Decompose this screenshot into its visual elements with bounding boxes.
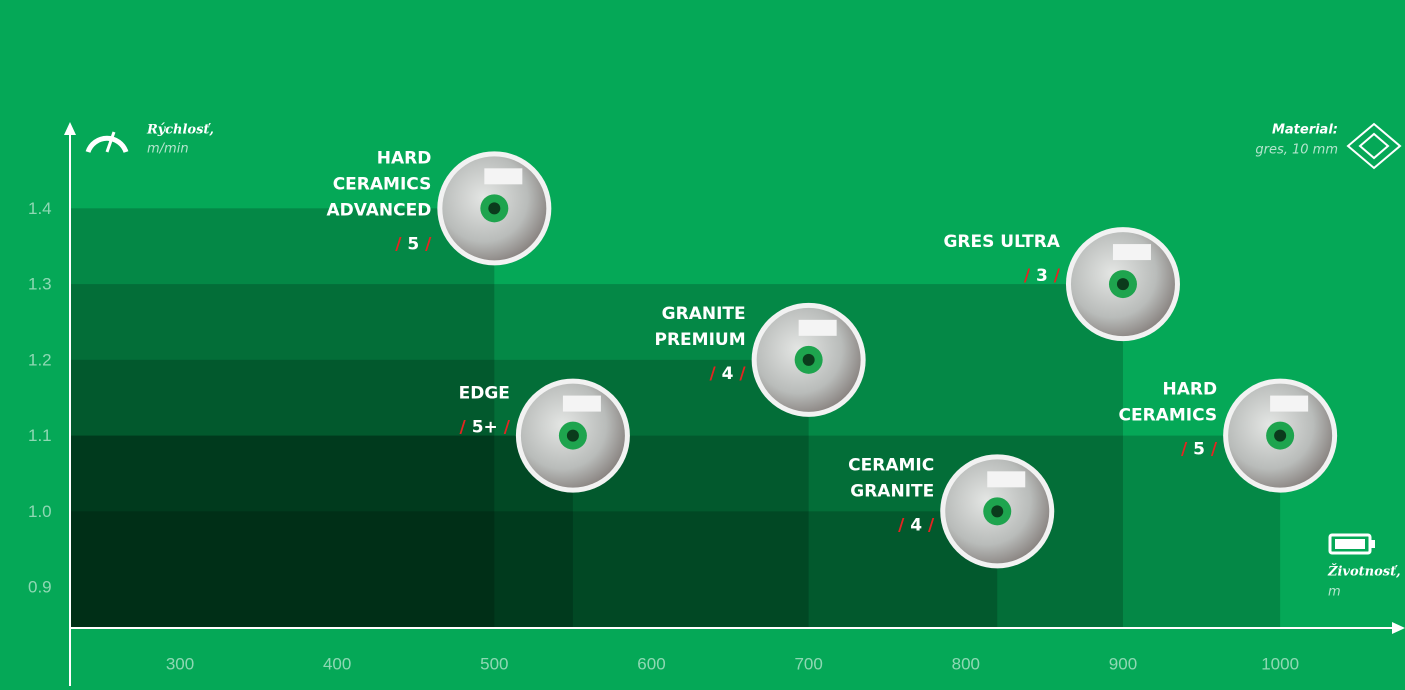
point-label: GRES ULTRA — [943, 232, 1060, 252]
x-label: Životnosť, — [1327, 564, 1401, 580]
rating-value: 3 — [1036, 266, 1048, 286]
point-label: GRANITE — [662, 304, 746, 324]
point-label: ADVANCED — [326, 200, 431, 220]
rating: / 5 / — [395, 234, 432, 254]
band — [70, 435, 573, 628]
disc — [1223, 378, 1338, 493]
y-arrow — [64, 122, 76, 135]
rating: / 5+ / — [460, 418, 511, 438]
x-tick-label: 800 — [952, 654, 980, 673]
point-label: EDGE — [459, 384, 510, 404]
x-tick-label: 1000 — [1261, 654, 1299, 673]
disc-hole — [1274, 429, 1287, 442]
disc-label — [484, 168, 523, 185]
y-label: Rýchlosť, — [146, 123, 214, 138]
disc — [515, 378, 630, 493]
disc-label — [1112, 244, 1151, 261]
disc-label — [798, 319, 837, 336]
material-icon — [1346, 122, 1402, 170]
separator: / — [898, 515, 905, 535]
rating-value: 4 — [910, 515, 922, 535]
separator: / — [504, 418, 511, 438]
separator: / — [1181, 440, 1188, 460]
x-tick-label: 500 — [480, 654, 508, 673]
rating-value: 5+ — [472, 418, 498, 438]
material-value: gres, 10 mm — [1255, 143, 1338, 158]
disc — [751, 302, 866, 417]
material-label: Material: — [1272, 123, 1338, 138]
marks — [437, 151, 1338, 569]
disc-label — [1270, 395, 1309, 412]
rating: / 4 / — [898, 515, 935, 535]
bands — [70, 208, 1281, 628]
battery-icon — [1328, 533, 1375, 555]
point-label: CERAMICS — [333, 174, 432, 194]
band — [70, 435, 1281, 628]
band — [70, 359, 809, 628]
y-tick-label: 1.3 — [28, 275, 52, 294]
disc — [1065, 227, 1180, 342]
separator: / — [1054, 266, 1061, 286]
separator: / — [928, 515, 935, 535]
separator: / — [1211, 440, 1218, 460]
separator: / — [460, 418, 467, 438]
rating: / 4 / — [710, 364, 747, 384]
disc-hole — [488, 202, 501, 215]
x-unit: m — [1328, 585, 1341, 600]
point-label: CERAMIC — [848, 455, 934, 475]
point-label: HARD — [377, 148, 432, 168]
disc-hole — [566, 429, 579, 442]
separator: / — [1024, 266, 1031, 286]
rating-value: 5 — [407, 234, 419, 254]
point-label: PREMIUM — [655, 330, 746, 350]
disc — [940, 454, 1055, 569]
disc-hole — [802, 353, 815, 366]
rating-value: 5 — [1193, 440, 1205, 460]
x-tick-label: 900 — [1109, 654, 1137, 673]
band — [70, 511, 998, 628]
rating-value: 4 — [722, 364, 734, 384]
y-unit: m/min — [147, 142, 189, 157]
x-tick-label: 300 — [166, 654, 194, 673]
speed-icon — [85, 131, 129, 153]
x-tick-label: 700 — [794, 654, 822, 673]
y-tick-label: 1.0 — [28, 502, 52, 521]
disc-label — [562, 395, 601, 412]
x-tick-label: 600 — [637, 654, 665, 673]
rating: / 5 / — [1181, 440, 1218, 460]
y-tick-label: 1.4 — [28, 199, 52, 218]
separator: / — [395, 234, 402, 254]
y-tick-label: 0.9 — [28, 578, 52, 597]
rating: / 3 / — [1024, 266, 1061, 286]
separator: / — [710, 364, 717, 384]
disc-label — [987, 471, 1026, 488]
point-label: GRANITE — [850, 481, 934, 501]
x-tick-label: 400 — [323, 654, 351, 673]
x-arrow — [1392, 622, 1405, 634]
point-label: CERAMICS — [1119, 406, 1218, 426]
point-label: HARD — [1163, 380, 1218, 400]
y-tick-label: 1.1 — [28, 426, 52, 445]
disc-hole — [1116, 278, 1129, 291]
band — [70, 208, 495, 628]
separator: / — [425, 234, 432, 254]
disc — [437, 151, 552, 266]
separator: / — [739, 364, 746, 384]
y-tick-label: 1.2 — [28, 350, 52, 369]
disc-hole — [991, 505, 1004, 518]
